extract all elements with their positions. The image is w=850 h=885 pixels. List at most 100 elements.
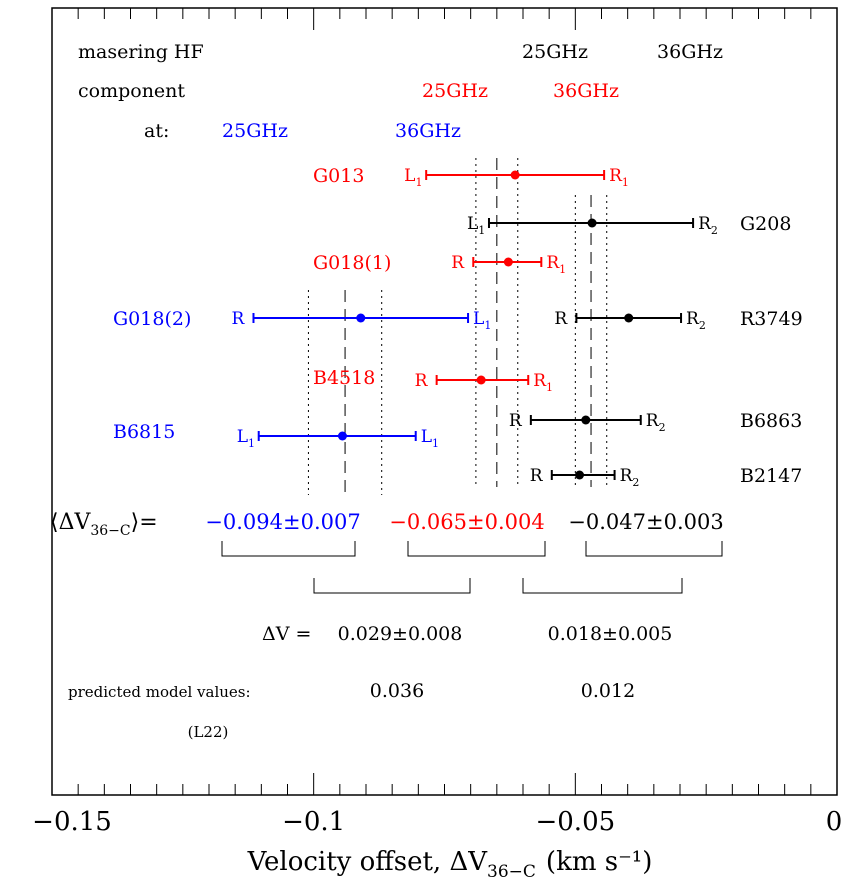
bar-end-label-right-sub: 2 (699, 319, 706, 332)
bar-end-label-right: R2 (686, 309, 706, 332)
header-black-25ghz: 25GHz (522, 41, 588, 63)
data-point (356, 313, 366, 323)
header-red-36ghz: 36GHz (553, 80, 619, 102)
bar-end-label-left-main: L (467, 214, 478, 234)
mean-value-blue: −0.094±0.007 (205, 510, 360, 534)
bar-end-label-right-sub: 2 (711, 224, 718, 237)
bar-end-label-right-sub: 1 (622, 176, 629, 189)
predicted-value: 0.012 (581, 680, 635, 702)
bar-end-label-right-main: R (546, 253, 560, 273)
bar-end-label-right: R1 (609, 166, 629, 189)
bar-end-label-right-sub: 2 (632, 476, 639, 489)
bar-end-label-left-sub: 1 (478, 224, 485, 237)
header-red-25ghz: 25GHz (422, 80, 488, 102)
data-point (581, 415, 591, 425)
reference-label: (L22) (188, 723, 229, 741)
bar-end-label-left-main: R (231, 309, 245, 329)
bar-end-label-right-sub: 1 (484, 319, 491, 332)
bar-end-label-right: R1 (533, 371, 553, 394)
x-tick-label: 0 (826, 807, 843, 837)
delta-v-label: ΔV = (262, 623, 311, 645)
mean-prefix-sub: 36−C (90, 523, 130, 539)
bar-end-label-left-main: R (530, 466, 544, 486)
bar-end-label-left-main: L (237, 427, 248, 447)
bar-end-label-left: R (231, 309, 245, 329)
mean-bracket (221, 541, 356, 557)
difference-value: 0.029±0.008 (338, 623, 463, 645)
x-tick-label: −0.05 (535, 807, 615, 837)
bar-end-label-right-main: R (646, 411, 660, 431)
bar-end-label-left: L1 (237, 427, 255, 450)
mean-value-red: −0.065±0.004 (389, 510, 544, 534)
data-point (624, 313, 634, 323)
bar-end-label-left: R (415, 371, 429, 391)
bar-end-label-right-main: R (533, 371, 547, 391)
data-point (575, 470, 585, 480)
mean-prefix-main: ⟨ΔV (50, 510, 91, 535)
mean-bracket (407, 541, 546, 557)
source-name: B6815 (113, 421, 175, 443)
bar-end-label-left-main: L (404, 166, 415, 186)
source-name: G013 (313, 165, 364, 187)
bar-end-label-left: L1 (404, 166, 422, 189)
bar-end-label-right-main: R (698, 214, 712, 234)
bar-end-label-right-sub: 1 (559, 263, 566, 276)
x-axis-label-main: Velocity offset, ΔV (247, 847, 489, 877)
difference-bracket (522, 578, 683, 594)
bar-end-label-right-sub: 2 (659, 421, 666, 434)
x-tick-label: −0.15 (32, 807, 112, 837)
header-at-label: at: (144, 120, 169, 142)
bar-end-label-right: R2 (646, 411, 666, 434)
header-blue-36ghz: 36GHz (395, 120, 461, 142)
bar-end-label-right-main: R (609, 166, 623, 186)
bar-end-label-left-main: R (554, 309, 568, 329)
data-point (337, 431, 347, 441)
x-axis-label-sub: 36−C (487, 862, 536, 882)
bar-end-label-left-sub: 1 (248, 437, 255, 450)
source-name: B2147 (740, 465, 802, 487)
data-point (503, 257, 513, 267)
predicted-value: 0.036 (370, 680, 424, 702)
x-axis-label: Velocity offset, ΔV36−C (km s⁻¹) (247, 847, 653, 882)
bar-end-label-right: L1 (473, 309, 491, 332)
bar-end-label-left-main: R (451, 253, 465, 273)
bar-end-label-right: L1 (421, 427, 439, 450)
bar-end-label-left: L1 (467, 214, 485, 237)
x-tick-label: −0.1 (282, 807, 345, 837)
mean-value-black: −0.047±0.003 (568, 510, 723, 534)
source-name: B4518 (313, 367, 375, 389)
bar-end-label-right: R2 (620, 466, 640, 489)
source-name: R3749 (740, 308, 803, 330)
data-point (587, 218, 597, 228)
bar-end-label-right-main: R (620, 466, 634, 486)
header-masering-label: masering HF (78, 41, 204, 63)
bar-end-label-left: R (509, 411, 523, 431)
header-component-label: component (78, 80, 185, 102)
source-name: G018(2) (113, 308, 191, 330)
bar-end-label-left-main: R (415, 371, 429, 391)
bar-end-label-right-main: L (421, 427, 432, 447)
mean-prefix-suffix: ⟩= (131, 510, 158, 535)
bar-end-label-right-main: L (473, 309, 484, 329)
bar-end-label-right-main: R (686, 309, 700, 329)
source-name: G208 (740, 213, 791, 235)
bar-end-label-left-main: R (509, 411, 523, 431)
bar-end-label-right-sub: 1 (546, 381, 553, 394)
source-name: G018(1) (313, 252, 391, 274)
bar-end-label-right: R2 (698, 214, 718, 237)
bar-end-label-right-sub: 1 (432, 437, 439, 450)
header-blue-25ghz: 25GHz (222, 120, 288, 142)
data-point (476, 375, 486, 385)
predicted-label: predicted model values: (68, 683, 251, 701)
bar-end-label-left-sub: 1 (415, 176, 422, 189)
mean-prefix: ⟨ΔV36−C⟩= (50, 510, 158, 539)
bar-end-label-left: R (451, 253, 465, 273)
bar-end-label-left: R (530, 466, 544, 486)
header-black-36ghz: 36GHz (657, 41, 723, 63)
bar-end-label-right: R1 (546, 253, 566, 276)
bar-end-label-left: R (554, 309, 568, 329)
data-point (510, 170, 520, 180)
x-axis-label-unit: (km s⁻¹) (546, 847, 652, 877)
difference-bracket (313, 578, 471, 594)
